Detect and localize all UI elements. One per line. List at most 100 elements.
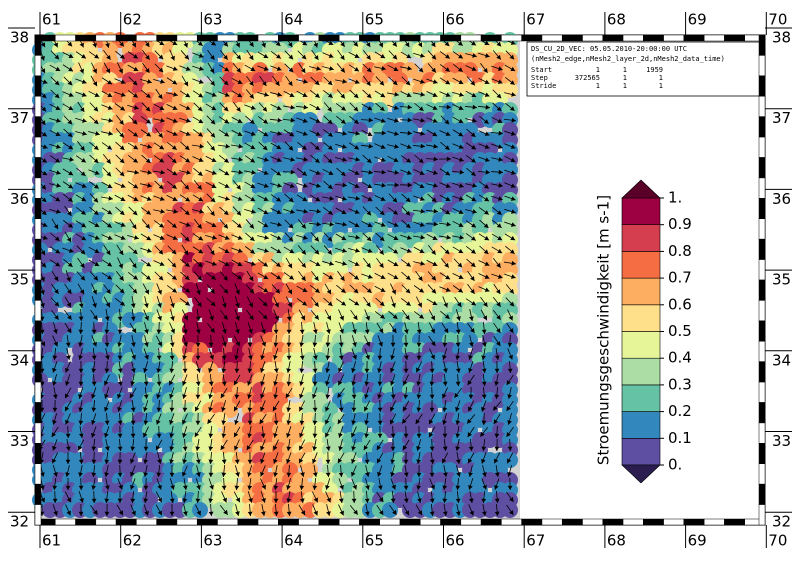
border-segment — [96, 35, 116, 41]
info-dims: (nMesh2_edge,nMesh2_layer_2d,nMesh2_data… — [531, 55, 725, 63]
border-segment — [35, 443, 41, 463]
border-segment — [759, 464, 765, 484]
border-segment — [759, 137, 765, 157]
border-segment — [461, 519, 481, 525]
border-segment — [278, 35, 298, 41]
lon-label: 66 — [446, 532, 465, 550]
border-segment — [76, 519, 96, 525]
border-segment — [759, 505, 765, 525]
border-segment — [319, 519, 339, 525]
border-segment — [35, 300, 41, 320]
border-segment — [759, 198, 765, 218]
lon-label: 62 — [123, 532, 142, 550]
border-segment — [542, 35, 562, 41]
border-segment — [759, 55, 765, 75]
info-title: DS_CU_2D_VEC: 05.05.2010-20:00:00 UTC — [531, 45, 687, 53]
vector-field — [32, 32, 520, 525]
border-segment — [359, 519, 379, 525]
border-segment — [583, 519, 603, 525]
border-segment — [759, 423, 765, 443]
border-segment — [481, 35, 501, 41]
border-segment — [759, 382, 765, 402]
border-segment — [359, 35, 379, 41]
border-segment — [441, 519, 461, 525]
border-segment — [704, 519, 724, 525]
border-segment — [603, 519, 623, 525]
border-segment — [35, 117, 41, 137]
border-segment — [562, 519, 582, 525]
border-segment — [35, 219, 41, 239]
border-segment — [35, 76, 41, 96]
border-segment — [35, 403, 41, 423]
colorbar-label: Stroemungsgeschwindigkeit [m s-1] — [595, 195, 613, 465]
border-segment — [197, 519, 217, 525]
border-segment — [420, 519, 440, 525]
border-segment — [116, 519, 136, 525]
border-segment — [400, 519, 420, 525]
border-segment — [400, 35, 420, 41]
border-segment — [623, 519, 643, 525]
border-segment — [481, 519, 501, 525]
border-segment — [35, 35, 41, 55]
border-segment — [35, 484, 41, 504]
border-segment — [583, 35, 603, 41]
border-segment — [238, 35, 258, 41]
border-segment — [55, 519, 75, 525]
speed-cell — [192, 502, 208, 518]
border-segment — [542, 519, 562, 525]
border-segment — [35, 423, 41, 443]
border-segment — [724, 35, 744, 41]
border-segment — [759, 321, 765, 341]
border-segment — [35, 341, 41, 361]
speed-cell — [382, 502, 398, 518]
border-segment — [623, 35, 643, 41]
border-segment — [157, 519, 177, 525]
border-segment — [299, 519, 319, 525]
border-segment — [96, 519, 116, 525]
border-segment — [299, 35, 319, 41]
border-segment — [684, 519, 704, 525]
border-segment — [177, 519, 197, 525]
border-segment — [759, 484, 765, 504]
border-segment — [759, 219, 765, 239]
border-segment — [724, 519, 744, 525]
border-segment — [35, 158, 41, 178]
lon-label: 64 — [284, 532, 303, 550]
border-segment — [35, 362, 41, 382]
border-segment — [461, 35, 481, 41]
border-segment — [759, 362, 765, 382]
border-segment — [157, 35, 177, 41]
border-segment — [339, 35, 359, 41]
border-segment — [35, 382, 41, 402]
border-segment — [35, 280, 41, 300]
border-segment — [759, 260, 765, 280]
border-segment — [380, 35, 400, 41]
border-segment — [759, 300, 765, 320]
border-segment — [759, 280, 765, 300]
border-segment — [603, 35, 623, 41]
border-segment — [420, 35, 440, 41]
border-segment — [136, 519, 156, 525]
border-segment — [759, 35, 765, 55]
border-segment — [238, 519, 258, 525]
border-segment — [684, 35, 704, 41]
border-segment — [35, 198, 41, 218]
border-segment — [759, 76, 765, 96]
border-segment — [278, 519, 298, 525]
border-segment — [759, 403, 765, 423]
border-segment — [522, 35, 542, 41]
border-segment — [116, 35, 136, 41]
lon-label: 61 — [42, 11, 61, 29]
border-segment — [759, 158, 765, 178]
border-segment — [177, 35, 197, 41]
border-segment — [35, 505, 41, 525]
border-segment — [380, 519, 400, 525]
border-segment — [664, 519, 684, 525]
lon-label: 61 — [42, 532, 61, 550]
border-segment — [76, 35, 96, 41]
border-segment — [35, 96, 41, 116]
border-segment — [501, 35, 521, 41]
border-segment — [339, 519, 359, 525]
lon-label: 63 — [203, 532, 222, 550]
